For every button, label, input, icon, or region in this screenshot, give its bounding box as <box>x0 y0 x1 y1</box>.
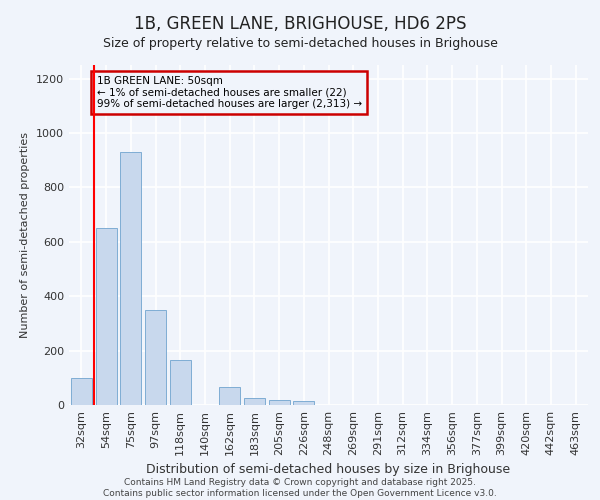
Text: Contains HM Land Registry data © Crown copyright and database right 2025.
Contai: Contains HM Land Registry data © Crown c… <box>103 478 497 498</box>
Bar <box>269 400 290 405</box>
Bar <box>145 310 166 405</box>
Bar <box>95 228 116 405</box>
Text: Size of property relative to semi-detached houses in Brighouse: Size of property relative to semi-detach… <box>103 38 497 51</box>
Bar <box>219 388 240 405</box>
Bar <box>244 398 265 405</box>
X-axis label: Distribution of semi-detached houses by size in Brighouse: Distribution of semi-detached houses by … <box>146 464 511 476</box>
Bar <box>120 152 141 405</box>
Bar <box>170 360 191 405</box>
Text: 1B GREEN LANE: 50sqm
← 1% of semi-detached houses are smaller (22)
99% of semi-d: 1B GREEN LANE: 50sqm ← 1% of semi-detach… <box>97 76 362 109</box>
Text: 1B, GREEN LANE, BRIGHOUSE, HD6 2PS: 1B, GREEN LANE, BRIGHOUSE, HD6 2PS <box>134 15 466 33</box>
Bar <box>293 401 314 405</box>
Y-axis label: Number of semi-detached properties: Number of semi-detached properties <box>20 132 31 338</box>
Bar <box>71 378 92 405</box>
